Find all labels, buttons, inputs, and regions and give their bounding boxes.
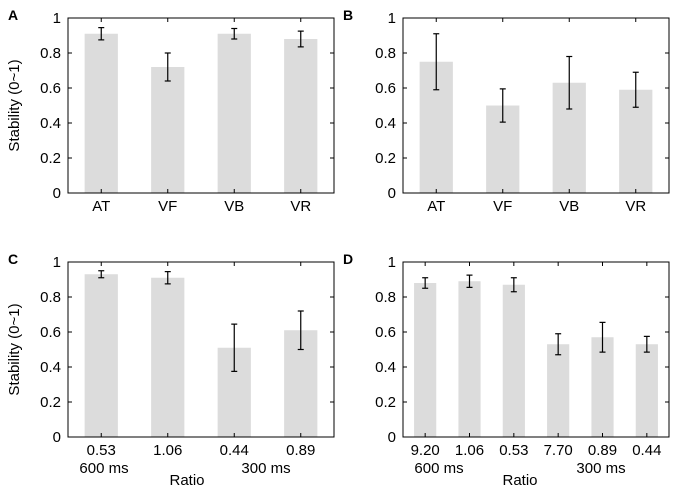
y-tick-label: 0 bbox=[388, 185, 396, 202]
bar bbox=[284, 39, 318, 193]
y-tick-label: 0 bbox=[388, 429, 396, 446]
bar bbox=[151, 67, 185, 193]
plot-frame bbox=[67, 261, 335, 438]
panel-c: 0 0.2 0.4 0.6 0.8 1 0.53 1.06 0.44 0.89 C Stability… bbox=[6, 251, 335, 489]
y-tick-label: 1 bbox=[53, 10, 61, 27]
y-tick-label: 0 bbox=[53, 429, 61, 446]
panel-a: 0 0.2 0.4 0.6 0.8 1 AT VF VB VR A Stability (0~1) bbox=[6, 7, 335, 215]
x-axis-label: Ratio bbox=[169, 472, 204, 489]
bar bbox=[591, 337, 614, 437]
y-tick-label: 0 bbox=[53, 185, 61, 202]
y-tick-label: 1 bbox=[53, 254, 61, 271]
x-axis-label: Ratio bbox=[502, 472, 537, 489]
y-tick-label: 0.2 bbox=[375, 150, 396, 167]
x-tick-label: VF bbox=[493, 198, 512, 215]
panel-d: 0 0.2 0.4 0.6 0.8 1 9.20 1.06 0.53 7.70 0.89 0.44 D 6… bbox=[343, 251, 670, 489]
group-label: 300 ms bbox=[576, 460, 625, 477]
x-tick-label: VR bbox=[625, 198, 646, 215]
y-tick-label: 0.2 bbox=[375, 394, 396, 411]
x-tick-label: 7.70 bbox=[544, 442, 573, 459]
y-tick-label: 0.4 bbox=[375, 359, 396, 376]
y-tick-label: 0.8 bbox=[40, 45, 61, 62]
panel-label: B bbox=[343, 7, 353, 23]
x-tick-label: 0.44 bbox=[632, 442, 661, 459]
y-tick-label: 0.8 bbox=[375, 45, 396, 62]
x-tick-label: 0.44 bbox=[220, 442, 249, 459]
x-tick-label: AT bbox=[92, 198, 110, 215]
y-axis-label: Stability (0~1) bbox=[6, 303, 23, 395]
group-label: 600 ms bbox=[414, 460, 463, 477]
y-tick-label: 0.4 bbox=[375, 115, 396, 132]
y-tick-label: 0.6 bbox=[40, 80, 61, 97]
group-label: 300 ms bbox=[241, 460, 290, 477]
y-tick-label: 0.4 bbox=[40, 115, 61, 132]
x-tick-label: 1.06 bbox=[153, 442, 182, 459]
panel-label: A bbox=[8, 7, 18, 23]
bar bbox=[458, 281, 481, 437]
x-tick-label: 1.06 bbox=[455, 442, 484, 459]
panel-b: 0 0.2 0.4 0.6 0.8 1 AT VF VB VR B bbox=[343, 7, 670, 215]
y-tick-label: 0.6 bbox=[375, 80, 396, 97]
y-tick-label: 0.6 bbox=[375, 324, 396, 341]
bar bbox=[635, 344, 658, 437]
y-tick-label: 0.6 bbox=[40, 324, 61, 341]
x-tick-label: AT bbox=[427, 198, 445, 215]
plot-frame bbox=[402, 17, 670, 194]
y-tick-label: 1 bbox=[388, 10, 396, 27]
x-tick-label: VB bbox=[559, 198, 579, 215]
y-tick-label: 0.2 bbox=[40, 150, 61, 167]
x-tick-label: VR bbox=[290, 198, 311, 215]
y-tick-label: 0.4 bbox=[40, 359, 61, 376]
x-tick-label: 0.89 bbox=[588, 442, 617, 459]
bar bbox=[414, 283, 437, 437]
panel-label: C bbox=[8, 251, 18, 267]
x-tick-label: VF bbox=[158, 198, 177, 215]
bar bbox=[547, 344, 570, 437]
bar bbox=[84, 274, 118, 437]
x-tick-label: 0.53 bbox=[499, 442, 528, 459]
x-tick-label: 0.53 bbox=[87, 442, 116, 459]
bar bbox=[502, 284, 525, 437]
plot-frame bbox=[67, 17, 335, 194]
y-axis-label: Stability (0~1) bbox=[6, 59, 23, 151]
plot-frame bbox=[402, 261, 670, 438]
y-tick-label: 1 bbox=[388, 254, 396, 271]
y-tick-label: 0.2 bbox=[40, 394, 61, 411]
bar bbox=[151, 277, 185, 437]
panel-label: D bbox=[343, 251, 353, 267]
x-tick-label: VB bbox=[224, 198, 244, 215]
bar bbox=[217, 33, 251, 193]
x-tick-label: 0.89 bbox=[286, 442, 315, 459]
group-label: 600 ms bbox=[79, 460, 128, 477]
bar bbox=[84, 33, 118, 193]
y-tick-label: 0.8 bbox=[40, 289, 61, 306]
x-tick-label: 9.20 bbox=[411, 442, 440, 459]
y-tick-label: 0.8 bbox=[375, 289, 396, 306]
